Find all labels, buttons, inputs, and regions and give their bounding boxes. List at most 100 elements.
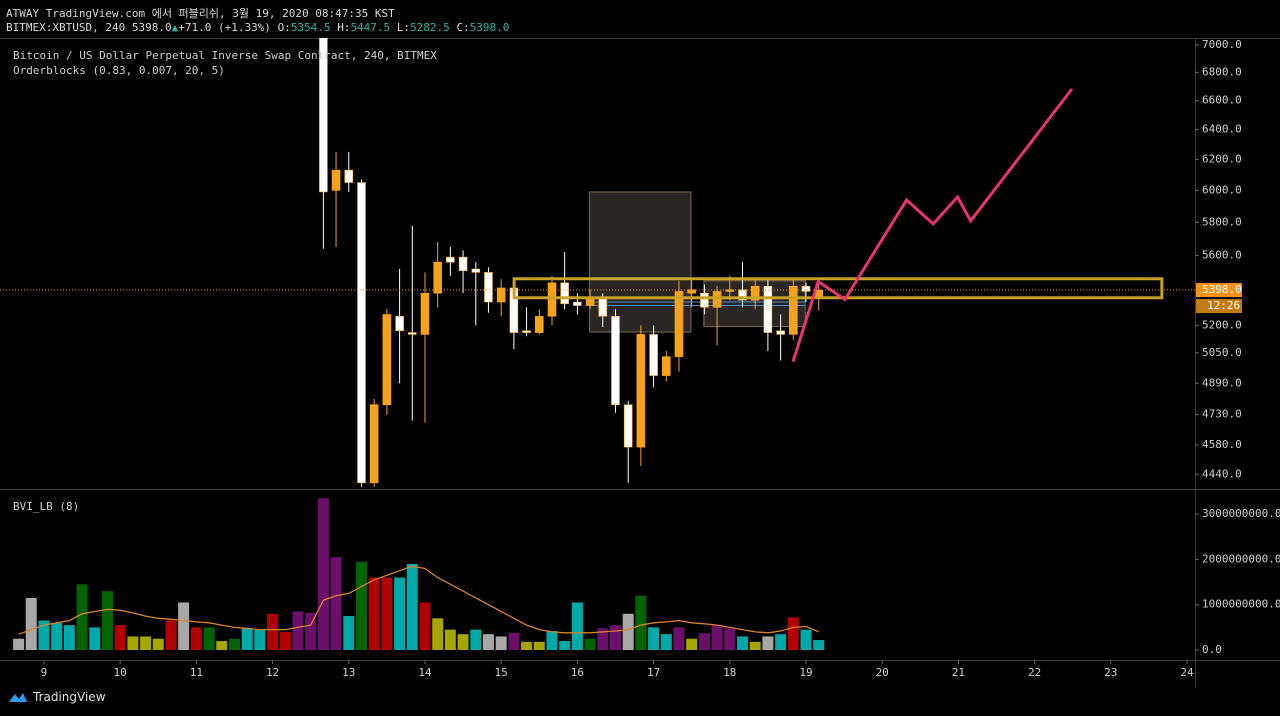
volume-bar [800, 629, 812, 651]
price-tick-label: 5800.0 [1202, 215, 1242, 228]
price-tick-label: 4440.0 [1202, 467, 1242, 480]
volume-bar [76, 584, 88, 651]
candle-body [547, 282, 557, 317]
time-tick-label: 15 [495, 666, 508, 679]
volume-bar [762, 636, 774, 651]
countdown-box [1196, 299, 1242, 314]
volume-bar [63, 625, 75, 651]
volume-bar [482, 634, 494, 651]
volume-bar [381, 577, 393, 651]
candle-body [573, 301, 582, 306]
volume-bar [51, 622, 63, 651]
volume-bar [343, 616, 355, 651]
price-pane [0, 38, 1195, 488]
candle-body [534, 315, 544, 333]
candle-body [357, 182, 366, 484]
candle-body [750, 285, 760, 301]
volume-bar [698, 633, 710, 651]
volume-bar [787, 617, 799, 651]
candle-body [763, 285, 773, 333]
volume-bar [152, 638, 164, 651]
candle-body [471, 268, 481, 273]
volume-bar [317, 498, 329, 651]
axes: 7000.0 6800.0 6600.0 6400.0 6200.0 6000.0 5800… [41, 38, 1280, 679]
volume-bar [178, 602, 190, 651]
time-tick-label: 9 [41, 666, 48, 679]
volume-bar [813, 640, 825, 651]
ohlc-l: 5282.5 [410, 21, 450, 34]
candle-body [801, 285, 811, 292]
price-tick-label: 6800.0 [1202, 65, 1242, 78]
volume-bar [254, 629, 266, 651]
volume-bar [724, 628, 736, 651]
volume-bar [114, 625, 126, 651]
price-tick-label: 5200.0 [1202, 318, 1242, 331]
candle-body [611, 315, 620, 406]
candle-body [674, 291, 684, 357]
zone [512, 277, 1164, 300]
price-tick-label: 7000.0 [1202, 38, 1242, 51]
volume-bar [470, 629, 482, 651]
volume-bar [711, 625, 723, 651]
volume-bar [737, 636, 749, 651]
volume-bar [597, 628, 609, 651]
time-tick-label: 21 [952, 666, 965, 679]
volume-bar [25, 597, 37, 651]
candle-body [433, 261, 443, 294]
candle-body [344, 169, 354, 183]
candle-body [382, 314, 392, 406]
time-tick-label: 24 [1180, 666, 1194, 679]
volume-bar [228, 638, 240, 651]
last-price-label: 5398.0 [1202, 283, 1242, 296]
candle-body [496, 287, 506, 303]
indicator-title: Orderblocks (0.83, 0.007, 20, 5) [13, 64, 225, 77]
volume-bar [140, 636, 152, 651]
volume-tick-label: 3000000000.0 [1202, 507, 1280, 520]
last: 5398.0 [131, 21, 172, 34]
time-tick-label: 18 [723, 666, 736, 679]
volume-bar [13, 638, 25, 651]
volume-bar [292, 611, 304, 651]
time-tick-label: 19 [799, 666, 812, 679]
candle-body [636, 334, 646, 448]
volume-bar [267, 613, 279, 651]
candle-body [522, 330, 531, 333]
candle-body [585, 298, 595, 306]
ohlc-o: 5354.5 [290, 21, 331, 34]
volume-bar [38, 620, 50, 651]
projection [791, 88, 1074, 363]
time-tick-label: 11 [190, 666, 203, 679]
volume-bar [648, 627, 660, 651]
volume-tick-label: 2000000000.0 [1202, 552, 1280, 565]
candle-body [712, 291, 722, 308]
candle-body [458, 256, 468, 271]
volume-bar [571, 602, 583, 651]
ohlc-c-label: C: [456, 21, 470, 34]
candle-body [776, 330, 785, 335]
volume-bar [394, 577, 406, 651]
symbol: BITMEX:XBTUSD, 240 [6, 21, 126, 34]
volume-bar [686, 638, 698, 651]
volume-bar [165, 620, 177, 651]
volume-bar [127, 636, 139, 651]
volume-bar [432, 618, 444, 651]
candle-body [738, 289, 747, 301]
volume-bar [305, 612, 317, 651]
time-axis-line [0, 660, 1280, 661]
price-tick-label: 5600.0 [1202, 248, 1242, 261]
candle-body [662, 356, 671, 376]
candle-body [395, 315, 404, 332]
volume-bar [101, 591, 113, 651]
pane-separator [0, 489, 1280, 490]
volume-bar [584, 638, 596, 651]
volume-bar [406, 563, 418, 651]
time-tick-label: 17 [647, 666, 660, 679]
volume-bar [546, 631, 558, 651]
footer: TradingView [8, 690, 106, 704]
volume-bar [508, 632, 520, 651]
time-tick-label: 13 [342, 666, 355, 679]
volume-tick-label: 1000000000.0 [1202, 598, 1280, 611]
price-tick-label: 6400.0 [1202, 122, 1242, 135]
change: +71.0 (+1.33%) [178, 21, 271, 34]
